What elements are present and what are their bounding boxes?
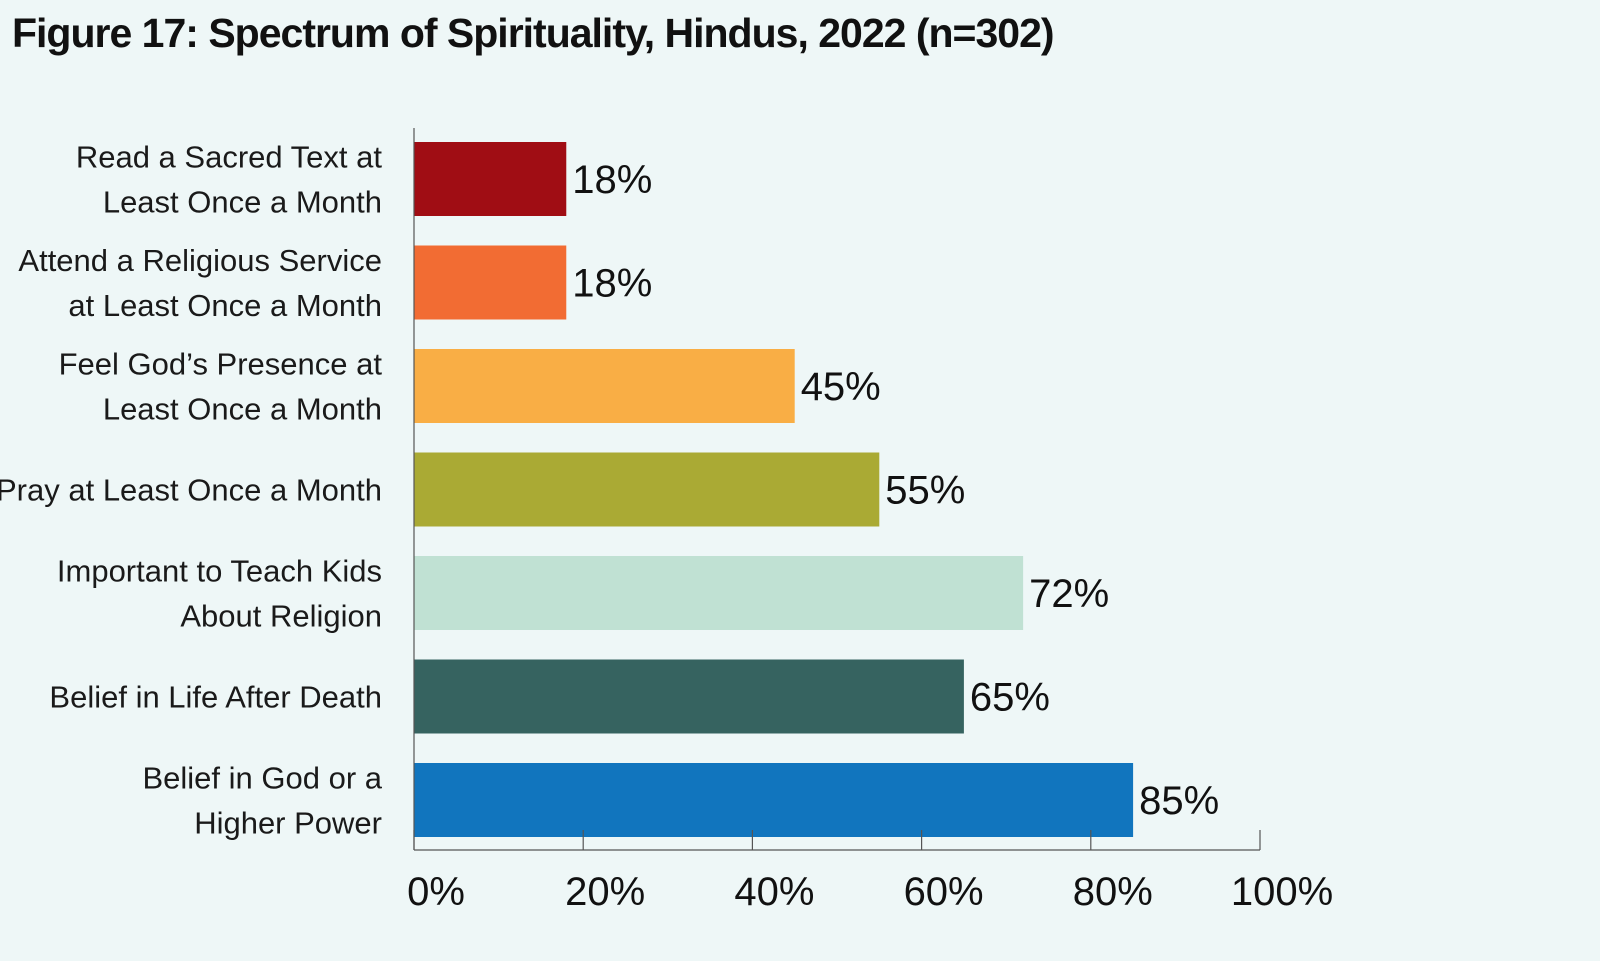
value-label-3: 45%: [801, 365, 881, 409]
category-label-2: Attend a Religious Service at Least Once …: [18, 243, 382, 323]
bar-6: [414, 659, 964, 734]
bar-1: [414, 142, 567, 216]
bars-group: [414, 142, 1134, 837]
value-label-5: 72%: [1029, 572, 1109, 616]
x-tick-label: 60%: [904, 870, 984, 914]
category-label-7: Belief in God or a Higher Power: [142, 761, 382, 841]
category-label-1: Read a Sacred Text at Least Once a Month: [76, 140, 383, 220]
category-label-line: Attend a Religious Service: [18, 243, 382, 278]
x-axis: 0% 20% 40% 60% 80% 100%: [407, 128, 1333, 914]
value-labels-group: 18% 18% 45% 55% 72% 65% 85%: [572, 158, 1219, 823]
category-label-line: Read a Sacred Text at: [76, 140, 383, 175]
value-label-6: 65%: [970, 676, 1050, 720]
category-label-line: Important to Teach Kids: [57, 554, 382, 589]
category-label-line: Feel God’s Presence at: [59, 347, 383, 382]
category-label-line: Least Once a Month: [103, 185, 382, 220]
x-tick-label: 100%: [1231, 870, 1333, 914]
category-label-line: Belief in Life After Death: [49, 680, 382, 715]
bar-5: [414, 556, 1024, 630]
category-label-line: Pray at Least Once a Month: [0, 473, 382, 508]
value-label-1: 18%: [572, 158, 652, 202]
category-label-line: at Least Once a Month: [68, 288, 382, 323]
category-label-line: Higher Power: [194, 806, 382, 841]
x-tick-label: 40%: [734, 870, 814, 914]
category-label-4: Pray at Least Once a Month: [0, 473, 382, 508]
chart-title: Figure 17: Spectrum of Spirituality, Hin…: [12, 10, 1055, 56]
bar-7: [414, 763, 1134, 837]
category-label-6: Belief in Life After Death: [49, 680, 382, 715]
category-label-line: About Religion: [180, 599, 382, 634]
category-label-line: Least Once a Month: [103, 392, 382, 427]
x-tick-label: 20%: [565, 870, 645, 914]
value-label-7: 85%: [1139, 779, 1219, 823]
value-label-4: 55%: [885, 469, 965, 513]
bar-2: [414, 245, 567, 320]
bar-3: [414, 349, 795, 423]
x-tick-label: 80%: [1073, 870, 1153, 914]
bar-4: [414, 452, 880, 527]
value-label-2: 18%: [572, 262, 652, 306]
category-labels-group: Read a Sacred Text at Least Once a Month A…: [0, 140, 383, 841]
category-label-5: Important to Teach Kids About Religion: [57, 554, 382, 634]
category-label-line: Belief in God or a: [142, 761, 382, 796]
category-label-3: Feel God’s Presence at Least Once a Month: [59, 347, 383, 427]
x-tick-label: 0%: [407, 870, 465, 914]
